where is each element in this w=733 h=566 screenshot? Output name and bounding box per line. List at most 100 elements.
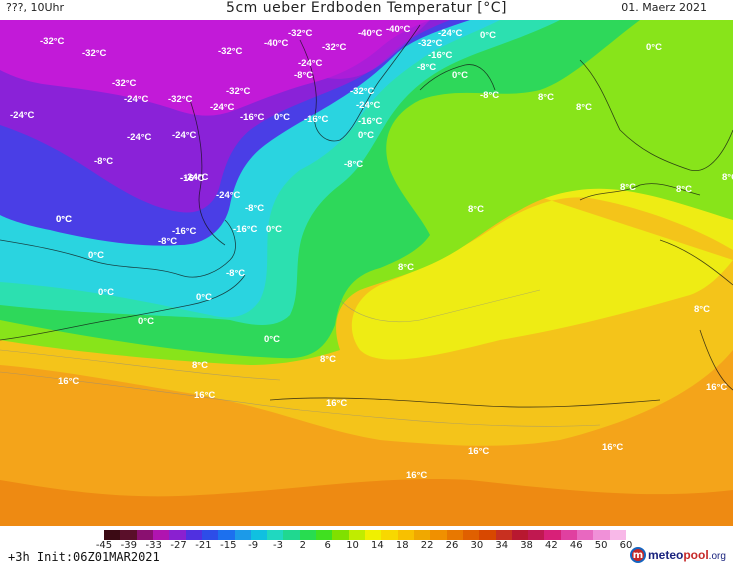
temperature-label: -16°C <box>180 173 205 184</box>
init-time: Init:06Z01MAR2021 <box>36 550 160 564</box>
map-canvas: -32°C-32°C-32°C-32°C-40°C -32°C-40°C-32°C… <box>0 20 733 526</box>
temperature-label: 8°C <box>538 92 554 103</box>
scale-tick-label: -21 <box>195 540 212 551</box>
scale-swatch <box>104 530 121 540</box>
temperature-label: -32°C <box>350 86 375 97</box>
temperature-label: -24°C <box>298 58 323 69</box>
map-title: 5cm ueber Erdboden Temperatur [°C] <box>226 0 507 16</box>
scale-tick-label: -27 <box>170 540 187 551</box>
temperature-label: 8°C <box>722 172 733 183</box>
scale-swatch <box>267 530 284 540</box>
run-time-label: ???, 10Uhr <box>6 1 65 14</box>
temperature-label: -32°C <box>322 42 347 53</box>
color-scale-labels: -45 -39 -33 -27 -21 -15 -9 -3 2 6 10 14 18 22 26 30 34 38… <box>96 540 633 554</box>
temperature-label: 0°C <box>196 292 212 303</box>
coastlines <box>0 24 733 408</box>
temperature-label: 0°C <box>88 250 104 261</box>
temperature-label: 0°C <box>274 112 290 123</box>
temperature-label: -24°C <box>438 28 463 39</box>
temperature-label: 8°C <box>694 304 710 315</box>
scale-tick-label: -9 <box>248 540 259 551</box>
scale-swatch <box>332 530 349 540</box>
temperature-label: -24°C <box>216 190 241 201</box>
temperature-label: -8°C <box>480 90 499 101</box>
temperature-label: -40°C <box>386 24 411 35</box>
scale-swatch <box>381 530 398 540</box>
meteopool-logo[interactable]: m meteopool.org <box>630 546 726 564</box>
scale-tick-label: 10 <box>346 540 359 551</box>
scale-swatch <box>528 530 545 540</box>
scale-tick-label: -3 <box>273 540 283 551</box>
temperature-label: 0°C <box>98 287 114 298</box>
temperature-label: 0°C <box>358 130 374 141</box>
scale-swatch <box>299 530 317 540</box>
scale-swatch <box>511 530 529 540</box>
temperature-label: -24°C <box>10 110 35 121</box>
temperature-label: 8°C <box>468 204 484 215</box>
temperature-label: -8°C <box>158 236 177 247</box>
temperature-label: -8°C <box>226 268 245 279</box>
temperature-label: 0°C <box>480 30 496 41</box>
scale-tick-label: 18 <box>395 540 409 551</box>
temperature-label: 0°C <box>138 316 154 327</box>
scale-swatch <box>234 530 251 540</box>
scale-tick-label: 30 <box>470 540 484 551</box>
scale-swatch <box>365 530 382 540</box>
temperature-label: -8°C <box>417 62 436 73</box>
temperature-label: 0°C <box>56 214 72 225</box>
scale-tick-label: 6 <box>324 540 331 551</box>
temperature-label: -32°C <box>112 78 137 89</box>
scale-swatch <box>169 530 186 540</box>
scale-tick-label: 42 <box>545 540 558 551</box>
scale-swatch <box>560 530 578 540</box>
color-scale <box>104 530 626 540</box>
temperature-label: -16°C <box>240 112 265 123</box>
scale-tick-label: -45 <box>95 540 113 551</box>
temperature-label: 16°C <box>326 398 347 409</box>
scale-swatch <box>446 530 463 540</box>
scale-swatch <box>348 530 365 540</box>
scale-swatch <box>593 530 610 540</box>
temperature-label: 8°C <box>620 182 636 193</box>
temperature-label: 16°C <box>194 390 215 401</box>
scale-tick-label: 34 <box>495 540 509 551</box>
scale-swatch <box>185 530 202 540</box>
meteopool-logo-icon: m <box>630 547 646 563</box>
scale-tick-label: 14 <box>371 540 384 551</box>
contour-lines <box>0 289 601 427</box>
scale-tick-label: 60 <box>619 540 633 551</box>
footer-bar: -45 -39 -33 -27 -21 -15 -9 -3 2 6 10 14 18 22 26 30 34 38… <box>0 526 733 566</box>
scale-swatch <box>152 530 170 540</box>
temperature-label: 0°C <box>646 42 662 53</box>
scale-swatch <box>479 530 496 540</box>
temperature-label: -16°C <box>358 116 383 127</box>
temperature-map[interactable]: -32°C -32°C -32°C -32°C -40°C -32°C -40°C -32°C… <box>0 20 733 526</box>
temperature-label: -16°C <box>428 50 453 61</box>
temperature-label: -8°C <box>245 203 264 214</box>
temperature-label: 0°C <box>452 70 468 81</box>
scale-swatch <box>577 530 594 540</box>
scale-swatch <box>136 530 153 540</box>
scale-swatch <box>462 530 480 540</box>
scale-tick-label: 50 <box>594 540 608 551</box>
temperature-label: -32°C <box>418 38 443 49</box>
scale-swatch <box>250 530 268 540</box>
forecast-step: +3h <box>8 550 30 564</box>
scale-swatch <box>397 530 414 540</box>
temperature-label: -32°C <box>218 46 243 57</box>
scale-swatch <box>430 530 447 540</box>
scale-tick-label: 38 <box>520 540 533 551</box>
temperature-label: -32°C <box>168 94 193 105</box>
temperature-label: 8°C <box>676 184 692 195</box>
scale-swatch <box>544 530 561 540</box>
temperature-label: -16°C <box>233 224 258 235</box>
temperature-label: -32°C <box>288 28 313 39</box>
temperature-label: 16°C <box>468 446 489 457</box>
temperature-label: -24°C <box>184 172 209 183</box>
scale-swatch <box>609 530 626 540</box>
scale-tick-label: -33 <box>145 540 162 551</box>
temperature-label: 16°C <box>602 442 623 453</box>
scale-swatch <box>495 530 512 540</box>
temperature-label: 0°C <box>266 224 282 235</box>
scale-tick-label: 22 <box>420 540 434 551</box>
